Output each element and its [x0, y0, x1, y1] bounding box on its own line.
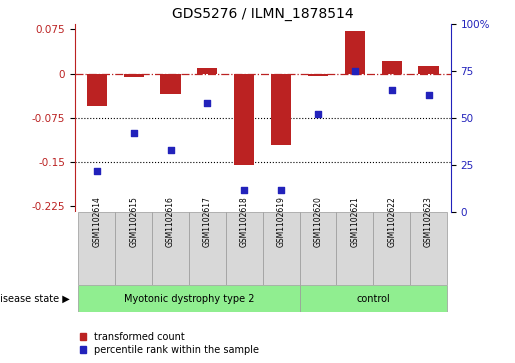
Point [424, 93, 433, 98]
Bar [300, 212, 336, 285]
Bar [382, 61, 402, 74]
Title: GDS5276 / ILMN_1878514: GDS5276 / ILMN_1878514 [172, 7, 353, 21]
Text: GSM1102620: GSM1102620 [314, 196, 322, 247]
Text: disease state ▶: disease state ▶ [0, 294, 70, 303]
Point [166, 147, 175, 153]
Bar [160, 74, 181, 94]
Bar [197, 68, 217, 74]
Text: GSM1102616: GSM1102616 [166, 196, 175, 247]
Bar [124, 74, 144, 77]
Point [387, 87, 396, 93]
Bar [410, 212, 447, 285]
Bar [271, 74, 291, 144]
Bar [234, 74, 254, 165]
Text: GSM1102614: GSM1102614 [92, 196, 101, 247]
Point [203, 100, 212, 106]
Bar [336, 212, 373, 285]
Text: GSM1102617: GSM1102617 [203, 196, 212, 247]
Point [240, 187, 248, 193]
Text: control: control [356, 294, 390, 303]
Legend: transformed count, percentile rank within the sample: transformed count, percentile rank withi… [79, 331, 259, 355]
Text: GSM1102618: GSM1102618 [239, 196, 249, 247]
Text: GSM1102615: GSM1102615 [129, 196, 138, 247]
Bar [152, 212, 189, 285]
Bar [189, 212, 226, 285]
Bar [418, 66, 439, 74]
Bar [373, 212, 410, 285]
Bar [78, 285, 300, 312]
Point [277, 187, 285, 193]
Bar [345, 30, 365, 74]
Bar [87, 74, 107, 106]
Point [314, 111, 322, 117]
Text: GSM1102621: GSM1102621 [350, 196, 359, 247]
Text: GSM1102619: GSM1102619 [277, 196, 286, 247]
Text: GSM1102622: GSM1102622 [387, 196, 396, 247]
Bar [115, 212, 152, 285]
Bar [226, 212, 263, 285]
Text: GSM1102623: GSM1102623 [424, 196, 433, 247]
Bar [263, 212, 300, 285]
Bar [300, 285, 447, 312]
Point [351, 68, 359, 74]
Bar [78, 212, 115, 285]
Bar [308, 74, 328, 76]
Text: Myotonic dystrophy type 2: Myotonic dystrophy type 2 [124, 294, 254, 303]
Point [130, 130, 138, 136]
Point [93, 168, 101, 174]
